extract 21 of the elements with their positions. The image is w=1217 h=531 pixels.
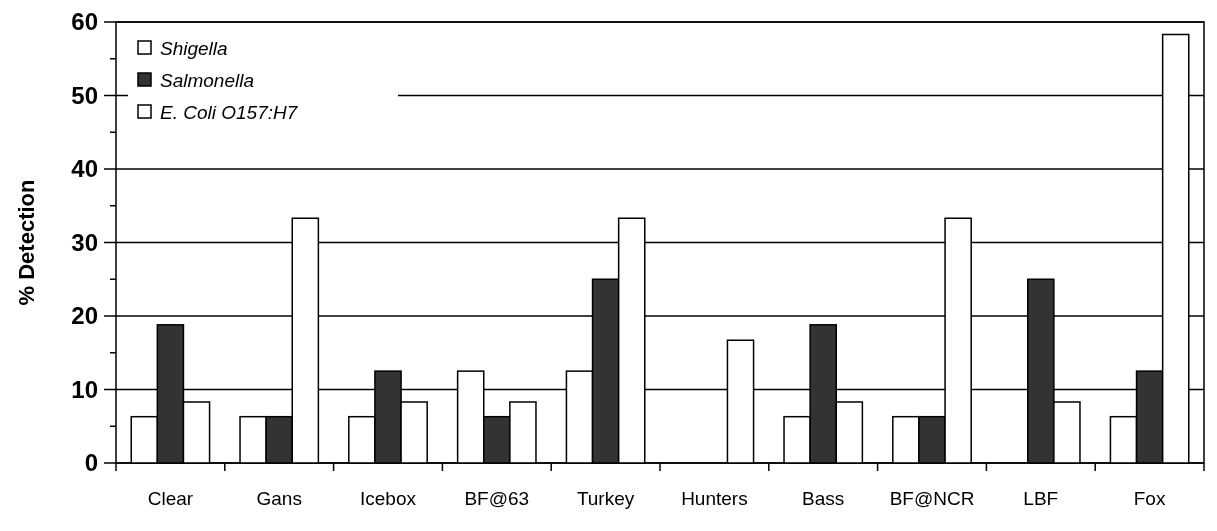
x-tick-label: Gans	[256, 488, 302, 509]
x-tick-label: BF@63	[464, 488, 530, 509]
y-tick-label: 0	[84, 449, 98, 477]
x-tick-label: Icebox	[360, 488, 417, 509]
y-tick-label: 40	[71, 155, 98, 183]
legend-label: Shigella	[160, 37, 228, 59]
legend-label: E. Coli O157:H7	[160, 101, 299, 123]
legend-label: Salmonella	[160, 69, 254, 91]
y-axis-title: % Detection	[14, 179, 39, 306]
x-tick-label: Fox	[1133, 488, 1166, 509]
y-tick-label: 20	[71, 302, 98, 330]
x-tick-label: Turkey	[576, 488, 635, 509]
y-tick-label: 60	[71, 8, 98, 36]
x-tick-label: LBF	[1023, 488, 1059, 509]
x-tick-label: Hunters	[681, 488, 748, 509]
y-tick-label: 30	[71, 228, 98, 256]
x-tick-label: BF@NCR	[889, 488, 975, 509]
y-tick-label: 50	[71, 81, 98, 109]
y-tick-label: 10	[71, 375, 98, 403]
x-tick-label: Bass	[802, 488, 845, 509]
x-tick-label: Clear	[147, 488, 194, 509]
